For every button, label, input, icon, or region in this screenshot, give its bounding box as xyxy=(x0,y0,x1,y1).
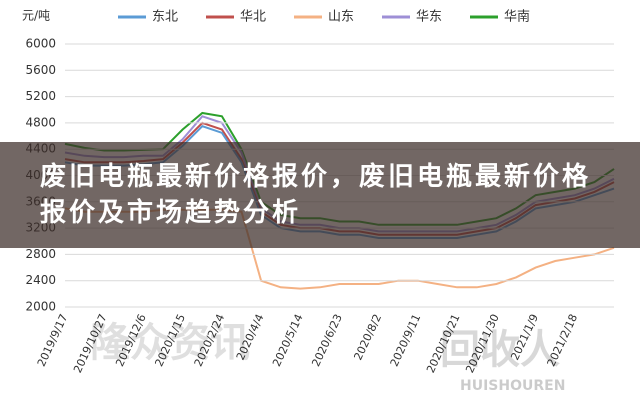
x-tick-label: 2020/8/2 xyxy=(351,312,384,362)
y-tick-label: 6000 xyxy=(25,37,56,51)
x-tick-label: 2020/6/23 xyxy=(309,312,345,369)
y-tick-label: 2400 xyxy=(25,273,56,287)
x-tick-label: 2020/9/11 xyxy=(388,312,424,369)
headline: 废旧电瓶最新价格报价，废旧电瓶最新价格报价及市场趋势分析 xyxy=(40,162,592,228)
watermark: 隆众资讯 xyxy=(90,320,250,366)
y-tick-label: 5200 xyxy=(25,89,56,103)
banner: 废旧电瓶最新价格报价，废旧电瓶最新价格报价及市场趋势分析 xyxy=(0,142,640,248)
x-tick-label: 2019/9/17 xyxy=(35,312,71,369)
y-tick-label: 2800 xyxy=(25,247,56,261)
y-unit: 元/吨 xyxy=(22,9,50,23)
watermark: HUISHOUREN xyxy=(460,378,565,394)
legend-label: 山东 xyxy=(328,10,354,25)
legend-label: 华东 xyxy=(416,10,442,25)
y-tick-label: 5600 xyxy=(25,63,56,77)
legend-label: 东北 xyxy=(152,10,178,25)
legend-label: 华北 xyxy=(240,10,266,25)
legend-label: 华南 xyxy=(504,9,530,25)
y-tick-label: 4800 xyxy=(25,115,56,129)
x-tick-label: 2020/5/14 xyxy=(270,312,306,369)
watermark: 回收人 xyxy=(440,327,560,373)
y-tick-label: 2000 xyxy=(25,300,56,314)
